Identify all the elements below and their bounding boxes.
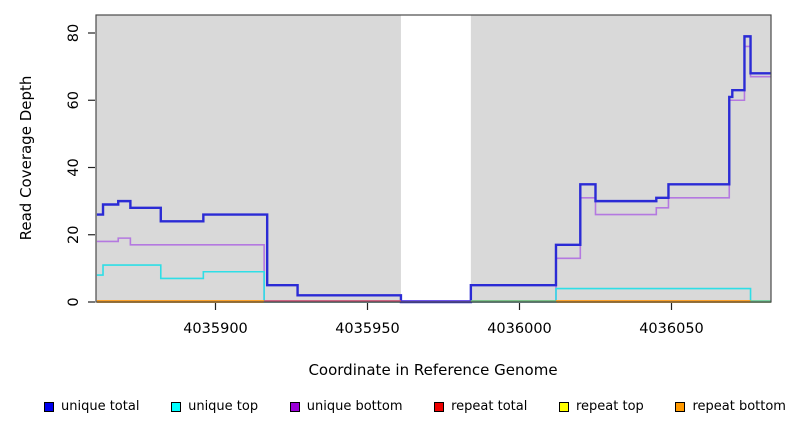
repeat-total-swatch <box>434 401 445 412</box>
legend-label: repeat total <box>451 399 528 414</box>
x-tick-label: 4036000 <box>487 321 552 337</box>
y-tick-label: 0 <box>66 297 82 306</box>
unique-top-swatch <box>171 401 182 412</box>
plot-area: 4035900 4035950 4036000 4036050 0 20 40 60 80 <box>66 14 772 337</box>
legend-label: unique bottom <box>306 399 403 414</box>
repeat-bottom-swatch <box>675 401 686 412</box>
series-unique-total <box>96 35 771 304</box>
y-axis-title: Read Coverage Depth <box>17 75 35 241</box>
x-axis-title: Coordinate in Reference Genome <box>308 361 558 379</box>
x-tick-label: 4036050 <box>639 321 704 337</box>
plot-border <box>95 14 772 303</box>
x-tick-label: 4035900 <box>183 321 248 337</box>
y-tick-label: 40 <box>66 158 82 176</box>
x-tick-label: 4035950 <box>335 321 400 337</box>
legend-item-repeat-bottom: repeat bottom <box>675 399 786 414</box>
y-tick-label: 80 <box>66 24 82 42</box>
legend-label: unique top <box>188 399 259 414</box>
legend-item-repeat-total: repeat total <box>434 399 527 414</box>
series-unique-top <box>96 264 771 303</box>
legend: unique total unique top unique bottom re… <box>44 399 786 414</box>
legend-label: repeat bottom <box>692 399 786 414</box>
repeat-top-swatch <box>559 401 569 412</box>
legend-item-unique-bottom: unique bottom <box>289 399 403 414</box>
legend-item-repeat-top: repeat top <box>559 399 644 414</box>
legend-item-unique-top: unique top <box>171 399 258 414</box>
unique-total-swatch <box>44 401 54 412</box>
unique-bottom-swatch <box>289 401 300 412</box>
y-tick-label: 60 <box>66 91 82 109</box>
legend-label: repeat top <box>576 399 644 414</box>
y-tick-label: 20 <box>66 226 82 244</box>
coverage-gap-band <box>400 15 471 302</box>
legend-item-unique-total: unique total <box>44 399 139 414</box>
legend-label: unique total <box>61 399 140 414</box>
